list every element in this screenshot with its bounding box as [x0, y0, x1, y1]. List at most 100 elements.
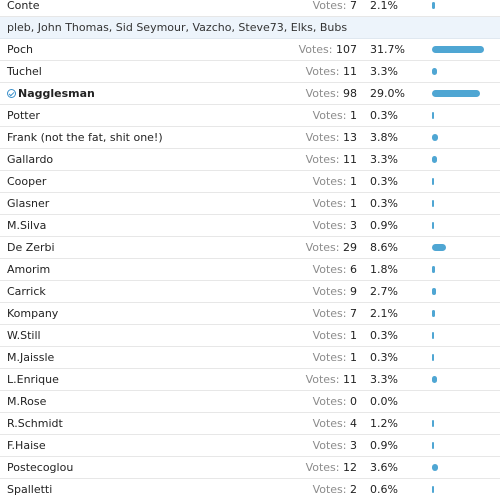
option-percent: 0.3%: [370, 329, 398, 342]
poll-option-row: Amorim Votes: 6 1.8%: [0, 259, 500, 281]
option-votes: Votes: 7: [313, 0, 357, 16]
option-percent: 3.6%: [370, 461, 398, 474]
option-bar: [432, 46, 484, 53]
option-votes: Votes: 1: [313, 347, 357, 368]
poll-option-row: F.Haise Votes: 3 0.9%: [0, 435, 500, 457]
votes-label: Votes:: [312, 329, 347, 342]
option-bar: [432, 442, 434, 449]
poll-option-row: Tuchel Votes: 11 3.3%: [0, 61, 500, 83]
votes-label: Votes:: [305, 373, 340, 386]
option-percent: 2.7%: [370, 285, 398, 298]
option-votes: Votes: 3: [313, 215, 357, 236]
option-votes: Votes: 1: [313, 171, 357, 192]
option-votes: Votes: 11: [306, 369, 357, 390]
option-name-text: Spalletti: [7, 483, 53, 496]
option-bar: [432, 332, 434, 339]
voters-list-text: pleb, John Thomas, Sid Seymour, Vazcho, …: [7, 21, 348, 34]
poll-option-row: Postecoglou Votes: 12 3.6%: [0, 457, 500, 479]
votes-label: Votes:: [305, 241, 340, 254]
option-percent: 0.0%: [370, 395, 398, 408]
option-bar: [432, 68, 438, 75]
votes-label: Votes:: [312, 263, 347, 276]
option-votes: Votes: 6: [313, 259, 357, 280]
option-name-text: M.Silva: [7, 219, 47, 232]
option-bar: [432, 134, 439, 141]
poll-option-row: Frank (not the fat, shit one!) Votes: 13 3…: [0, 127, 500, 149]
option-name-text: M.Jaissle: [7, 351, 55, 364]
option-name: Tuchel: [7, 61, 42, 82]
option-name: Conte: [7, 0, 39, 16]
poll-option-row: Conte Votes: 7 2.1%: [0, 0, 500, 17]
votes-count: 9: [350, 285, 357, 298]
option-name-text: W.Still: [7, 329, 41, 342]
votes-label: Votes:: [305, 153, 340, 166]
option-name-text: Poch: [7, 43, 33, 56]
option-percent: 0.3%: [370, 109, 398, 122]
votes-label: Votes:: [312, 417, 347, 430]
poll-option-row: M.Silva Votes: 3 0.9%: [0, 215, 500, 237]
votes-count: 107: [336, 43, 357, 56]
option-name-text: F.Haise: [7, 439, 46, 452]
option-percent: 2.1%: [370, 307, 398, 320]
option-votes: Votes: 3: [313, 435, 357, 456]
option-votes: Votes: 4: [313, 413, 357, 434]
option-votes: Votes: 11: [306, 149, 357, 170]
option-name: W.Still: [7, 325, 41, 346]
option-name-text: M.Rose: [7, 395, 47, 408]
votes-count: 11: [343, 65, 357, 78]
option-percent: 29.0%: [370, 87, 405, 100]
poll-option-row: Nagglesman Votes: 98 29.0%: [0, 83, 500, 105]
option-name-text: Carrick: [7, 285, 46, 298]
poll-option-row: Poch Votes: 107 31.7%: [0, 39, 500, 61]
option-bar: [432, 200, 434, 207]
poll-option-row: L.Enrique Votes: 11 3.3%: [0, 369, 500, 391]
poll-option-row: Potter Votes: 1 0.3%: [0, 105, 500, 127]
votes-count: 1: [350, 351, 357, 364]
poll-option-row: Glasner Votes: 1 0.3%: [0, 193, 500, 215]
option-votes: Votes: 12: [306, 457, 357, 478]
option-name: L.Enrique: [7, 369, 59, 390]
votes-count: 98: [343, 87, 357, 100]
option-percent: 0.9%: [370, 439, 398, 452]
option-percent: 0.9%: [370, 219, 398, 232]
option-votes: Votes: 13: [306, 127, 357, 148]
option-name: Gallardo: [7, 149, 53, 170]
votes-label: Votes:: [305, 87, 340, 100]
votes-count: 13: [343, 131, 357, 144]
option-bar: [432, 464, 438, 471]
option-name-text: Postecoglou: [7, 461, 74, 474]
poll-option-row: Spalletti Votes: 2 0.6%: [0, 479, 500, 498]
votes-label: Votes:: [312, 285, 347, 298]
poll-option-row: M.Rose Votes: 0 0.0%: [0, 391, 500, 413]
option-bar: [432, 2, 436, 9]
option-votes: Votes: 1: [313, 193, 357, 214]
votes-label: Votes:: [312, 307, 347, 320]
votes-label: Votes:: [298, 43, 333, 56]
votes-count: 3: [350, 439, 357, 452]
votes-count: 12: [343, 461, 357, 474]
option-name: Kompany: [7, 303, 58, 324]
option-name-text: Gallardo: [7, 153, 54, 166]
votes-count: 3: [350, 219, 357, 232]
option-name: Amorim: [7, 259, 50, 280]
votes-label: Votes:: [312, 219, 347, 232]
votes-label: Votes:: [312, 483, 347, 496]
option-name-text: Kompany: [7, 307, 59, 320]
option-percent: 1.8%: [370, 263, 398, 276]
poll-option-row: Cooper Votes: 1 0.3%: [0, 171, 500, 193]
option-name: M.Rose: [7, 391, 46, 412]
votes-count: 29: [343, 241, 357, 254]
option-name-text: R.Schmidt: [7, 417, 63, 430]
option-percent: 3.8%: [370, 131, 398, 144]
option-votes: Votes: 2: [313, 479, 357, 498]
votes-count: 0: [350, 395, 357, 408]
option-percent: 8.6%: [370, 241, 398, 254]
option-name: Postecoglou: [7, 457, 73, 478]
votes-count: 6: [350, 263, 357, 276]
option-name-text: Glasner: [7, 197, 50, 210]
poll-option-row: M.Jaissle Votes: 1 0.3%: [0, 347, 500, 369]
votes-count: 1: [350, 197, 357, 210]
option-percent: 3.3%: [370, 153, 398, 166]
votes-label: Votes:: [312, 197, 347, 210]
